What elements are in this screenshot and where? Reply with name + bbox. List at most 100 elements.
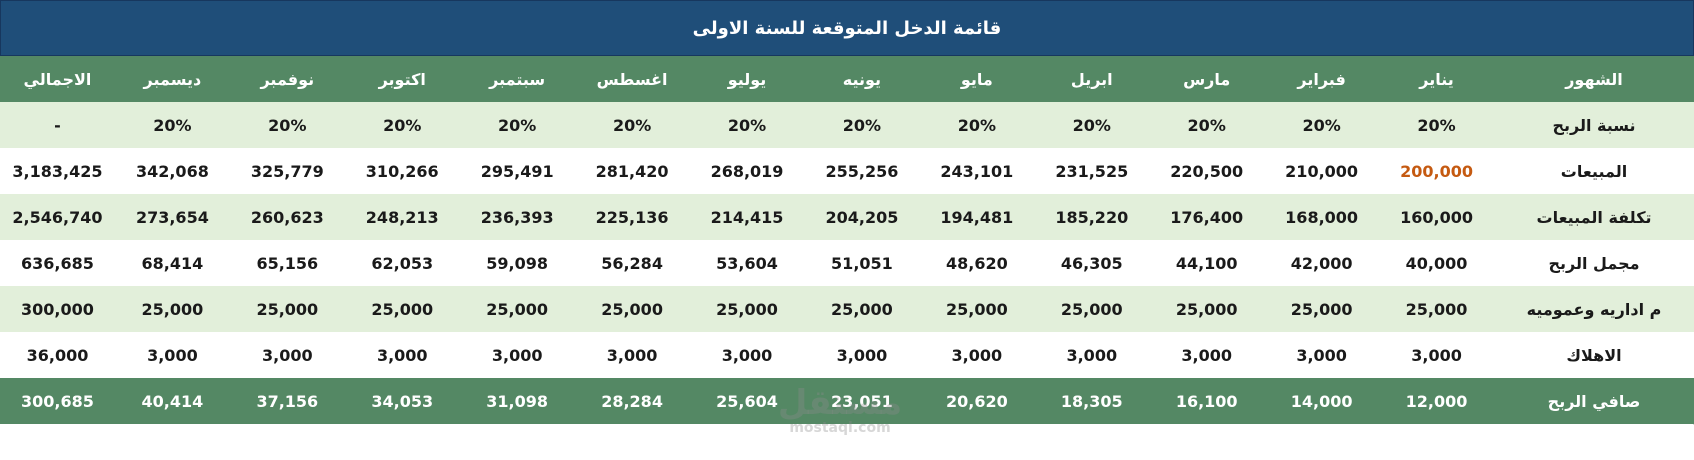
table-cell[interactable]: 25,000: [574, 286, 690, 332]
table-cell[interactable]: 20%: [919, 102, 1035, 148]
row-label-cell[interactable]: نسبة الربح: [1494, 102, 1694, 148]
table-cell[interactable]: 20%: [1034, 102, 1150, 148]
table-cell[interactable]: 25,000: [919, 286, 1035, 332]
table-cell[interactable]: 42,000: [1264, 240, 1380, 286]
table-cell[interactable]: 3,000: [919, 332, 1035, 378]
table-cell[interactable]: 56,284: [574, 240, 690, 286]
table-cell[interactable]: 59,098: [459, 240, 575, 286]
table-cell[interactable]: 310,266: [344, 148, 460, 194]
table-cell[interactable]: 25,000: [689, 286, 805, 332]
table-cell[interactable]: 68,414: [114, 240, 230, 286]
table-cell[interactable]: 236,393: [459, 194, 575, 240]
month-header-cell[interactable]: سبتمبر: [459, 56, 575, 102]
table-cell[interactable]: 273,654: [114, 194, 230, 240]
row-label-cell[interactable]: مجمل الربح: [1494, 240, 1694, 286]
table-cell[interactable]: 28,284: [574, 378, 690, 424]
table-cell[interactable]: 20%: [344, 102, 460, 148]
table-cell[interactable]: 20%: [459, 102, 575, 148]
table-cell[interactable]: 20%: [1264, 102, 1380, 148]
table-cell[interactable]: 40,000: [1379, 240, 1494, 286]
table-cell[interactable]: 20%: [1379, 102, 1494, 148]
table-cell[interactable]: 194,481: [919, 194, 1035, 240]
month-header-cell[interactable]: يناير: [1379, 56, 1494, 102]
total-cell[interactable]: 636,685: [0, 240, 115, 286]
month-header-cell[interactable]: يونيه: [804, 56, 920, 102]
table-cell[interactable]: 3,000: [804, 332, 920, 378]
month-header-cell[interactable]: نوفمبر: [229, 56, 345, 102]
table-cell[interactable]: 12,000: [1379, 378, 1494, 424]
table-cell[interactable]: 25,000: [1379, 286, 1494, 332]
month-header-cell[interactable]: ابريل: [1034, 56, 1150, 102]
total-cell[interactable]: 36,000: [0, 332, 115, 378]
table-cell[interactable]: 342,068: [114, 148, 230, 194]
table-cell[interactable]: 25,000: [1264, 286, 1380, 332]
row-label-cell[interactable]: الاهلاك: [1494, 332, 1694, 378]
month-header-cell[interactable]: يوليو: [689, 56, 805, 102]
table-cell[interactable]: 25,000: [114, 286, 230, 332]
table-cell[interactable]: 25,000: [229, 286, 345, 332]
row-label-cell[interactable]: م اداريه وعموميه: [1494, 286, 1694, 332]
table-cell[interactable]: 20%: [804, 102, 920, 148]
table-cell[interactable]: 214,415: [689, 194, 805, 240]
table-cell[interactable]: 14,000: [1264, 378, 1380, 424]
table-cell[interactable]: 220,500: [1149, 148, 1265, 194]
table-cell[interactable]: 40,414: [114, 378, 230, 424]
table-cell[interactable]: 3,000: [1034, 332, 1150, 378]
table-cell[interactable]: 231,525: [1034, 148, 1150, 194]
table-cell[interactable]: 160,000: [1379, 194, 1494, 240]
highlighted-cell[interactable]: 200,000: [1379, 148, 1494, 194]
table-cell[interactable]: 281,420: [574, 148, 690, 194]
table-cell[interactable]: 204,205: [804, 194, 920, 240]
table-cell[interactable]: 25,000: [344, 286, 460, 332]
table-cell[interactable]: 168,000: [1264, 194, 1380, 240]
table-cell[interactable]: 260,623: [229, 194, 345, 240]
table-cell[interactable]: 295,491: [459, 148, 575, 194]
table-cell[interactable]: 44,100: [1149, 240, 1265, 286]
table-cell[interactable]: 255,256: [804, 148, 920, 194]
table-cell[interactable]: 65,156: [229, 240, 345, 286]
table-cell[interactable]: 210,000: [1264, 148, 1380, 194]
table-cell[interactable]: 3,000: [1149, 332, 1265, 378]
table-cell[interactable]: 3,000: [459, 332, 575, 378]
month-header-cell[interactable]: ديسمبر: [114, 56, 230, 102]
month-header-cell[interactable]: اغسطس: [574, 56, 690, 102]
table-cell[interactable]: 25,000: [804, 286, 920, 332]
table-cell[interactable]: 3,000: [114, 332, 230, 378]
table-cell[interactable]: 62,053: [344, 240, 460, 286]
total-cell[interactable]: 300,000: [0, 286, 115, 332]
row-label-cell[interactable]: تكلفة المبيعات: [1494, 194, 1694, 240]
table-cell[interactable]: 268,019: [689, 148, 805, 194]
table-cell[interactable]: 20%: [114, 102, 230, 148]
month-header-cell[interactable]: مايو: [919, 56, 1035, 102]
table-cell[interactable]: 34,053: [344, 378, 460, 424]
table-cell[interactable]: 31,098: [459, 378, 575, 424]
total-cell[interactable]: 2,546,740: [0, 194, 115, 240]
table-cell[interactable]: 46,305: [1034, 240, 1150, 286]
table-cell[interactable]: 37,156: [229, 378, 345, 424]
table-cell[interactable]: 20%: [229, 102, 345, 148]
table-cell[interactable]: 3,000: [1379, 332, 1494, 378]
table-cell[interactable]: 20%: [689, 102, 805, 148]
month-header-cell[interactable]: اكتوبر: [344, 56, 460, 102]
total-cell[interactable]: 300,685: [0, 378, 115, 424]
table-cell[interactable]: 248,213: [344, 194, 460, 240]
table-cell[interactable]: 25,000: [1034, 286, 1150, 332]
table-cell[interactable]: 16,100: [1149, 378, 1265, 424]
table-cell[interactable]: 3,000: [1264, 332, 1380, 378]
total-cell[interactable]: -: [0, 102, 115, 148]
table-cell[interactable]: 53,604: [689, 240, 805, 286]
table-cell[interactable]: 20%: [1149, 102, 1265, 148]
table-cell[interactable]: 25,604: [689, 378, 805, 424]
table-title[interactable]: قائمة الدخل المتوقعة للسنة الاولى: [0, 0, 1694, 56]
table-cell[interactable]: 18,305: [1034, 378, 1150, 424]
total-header-cell[interactable]: الاجمالي: [0, 56, 115, 102]
table-cell[interactable]: 176,400: [1149, 194, 1265, 240]
total-cell[interactable]: 3,183,425: [0, 148, 115, 194]
month-header-cell[interactable]: فبراير: [1264, 56, 1380, 102]
month-header-cell[interactable]: مارس: [1149, 56, 1265, 102]
table-cell[interactable]: 20,620: [919, 378, 1035, 424]
table-cell[interactable]: 3,000: [229, 332, 345, 378]
table-cell[interactable]: 20%: [574, 102, 690, 148]
table-cell[interactable]: 25,000: [1149, 286, 1265, 332]
table-cell[interactable]: 325,779: [229, 148, 345, 194]
